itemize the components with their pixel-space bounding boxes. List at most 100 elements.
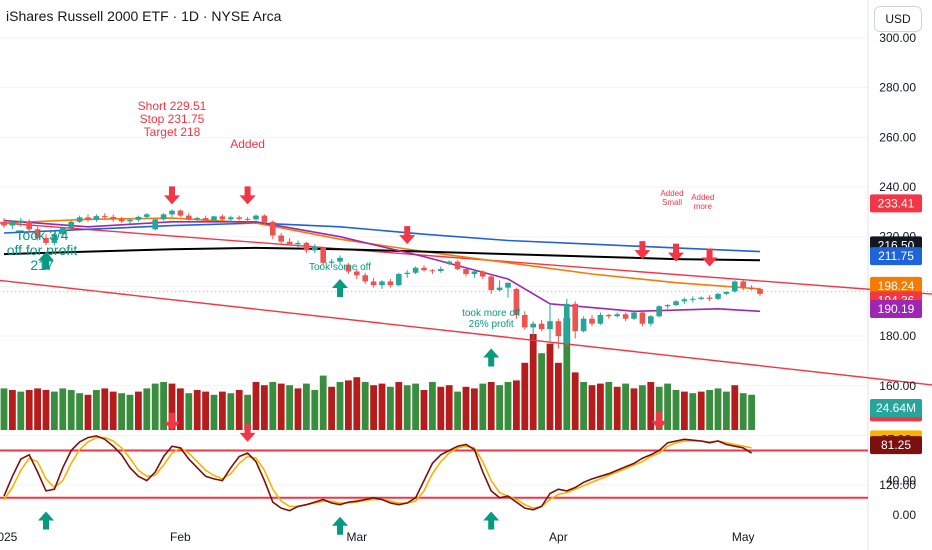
volume-bar (168, 383, 176, 430)
price-tick-label: 160.00 (879, 379, 916, 393)
candle-body (690, 298, 696, 300)
volume-bar (42, 390, 50, 430)
volume-bar (378, 383, 386, 430)
volume-bar (93, 390, 100, 430)
volume-bar (345, 380, 352, 430)
candle-body (614, 314, 620, 317)
volume-bar (25, 390, 33, 430)
volume-bar (109, 391, 117, 430)
annotation-label: Added (660, 189, 683, 198)
candle-body (715, 293, 721, 299)
candle-body (60, 228, 66, 235)
volume-bar (34, 388, 41, 430)
candle-body (177, 210, 184, 216)
volume-bar (294, 388, 302, 430)
candle-body (698, 297, 704, 299)
volume-bar (454, 391, 461, 430)
volume-tag-bg (870, 399, 922, 417)
arrow-up-icon (332, 278, 348, 297)
candle-body (471, 271, 478, 274)
candle-body (488, 276, 494, 291)
candle-body (530, 323, 536, 328)
volume-tag: 24.64M (876, 401, 916, 415)
volume-bar (76, 393, 83, 430)
volume-bar (219, 391, 226, 430)
candle-body (370, 281, 377, 286)
candle-body (337, 257, 343, 262)
candle-body (656, 306, 662, 317)
candle-body (631, 312, 637, 319)
candle-body (723, 291, 730, 294)
arrow-up-icon (38, 251, 54, 270)
volume-bar (697, 391, 705, 430)
arrow-down-icon (668, 243, 684, 262)
candle-body (160, 214, 167, 220)
candle-body (194, 218, 200, 220)
price-tag-bg (870, 300, 922, 319)
volume-bar (303, 383, 310, 430)
candle-body (68, 221, 74, 229)
candle-body (757, 288, 763, 294)
volume-bar (328, 386, 335, 430)
arrow-up-icon (483, 348, 500, 367)
volume-bar (588, 385, 596, 430)
price-tick-label: 180.00 (879, 329, 916, 343)
stoch-tag-bg (870, 436, 922, 455)
price-tag-bg (870, 276, 922, 295)
trendline-upper (0, 222, 932, 295)
annotation-label: Target 218 (144, 125, 201, 139)
candle-body (144, 214, 150, 217)
candle-body (732, 281, 738, 292)
volume-bar (370, 385, 377, 430)
currency-button[interactable]: USD (874, 6, 922, 32)
candle-body (345, 265, 352, 272)
arrow-up-icon (38, 511, 54, 530)
candle-body (740, 281, 746, 288)
volume-bar (269, 382, 277, 430)
ma-line-purple (3, 219, 761, 313)
candle-body (673, 301, 679, 306)
signal-arrows (38, 186, 718, 535)
volume-bar (51, 391, 58, 430)
candle-body (622, 314, 629, 319)
volume-bar (353, 377, 361, 430)
volume-bar (487, 382, 495, 430)
price-tag: 233.41 (878, 196, 915, 210)
volume-bar (135, 391, 142, 430)
price-tick-label: 300.00 (879, 31, 916, 45)
candle-body (429, 270, 436, 272)
candle-body (127, 219, 133, 222)
candle-body (110, 216, 116, 220)
candle-body (580, 318, 587, 332)
price-tag: 190.19 (878, 302, 915, 316)
candle-body (446, 261, 452, 265)
candle-body (9, 222, 16, 226)
volume-bar (9, 390, 16, 430)
volume-bar (605, 382, 613, 430)
annotation-label: 26% profit (469, 319, 514, 330)
volume-bar (521, 362, 529, 430)
candle-body (354, 271, 360, 276)
candle-body (211, 216, 217, 221)
volume-bar (261, 385, 268, 430)
candle-body (51, 234, 58, 243)
volume-bar (479, 383, 487, 430)
volume-bar (630, 388, 638, 430)
candle-body (236, 217, 242, 219)
candle-body (43, 237, 49, 243)
arrow-down-icon (399, 226, 416, 245)
price-tag: 211.75 (878, 249, 914, 263)
candle-body (564, 303, 570, 344)
candle-body (253, 215, 259, 220)
candle-body (664, 305, 671, 307)
volume-bar (118, 393, 125, 430)
annotation-label: more (694, 202, 713, 211)
volume-bar (387, 386, 394, 430)
candle-body (270, 221, 276, 236)
candle-body (34, 229, 41, 238)
volume-bar (563, 318, 571, 430)
arrow-down-icon (239, 423, 256, 442)
trendlines (0, 222, 932, 386)
time-tick-label: Apr (549, 530, 568, 544)
